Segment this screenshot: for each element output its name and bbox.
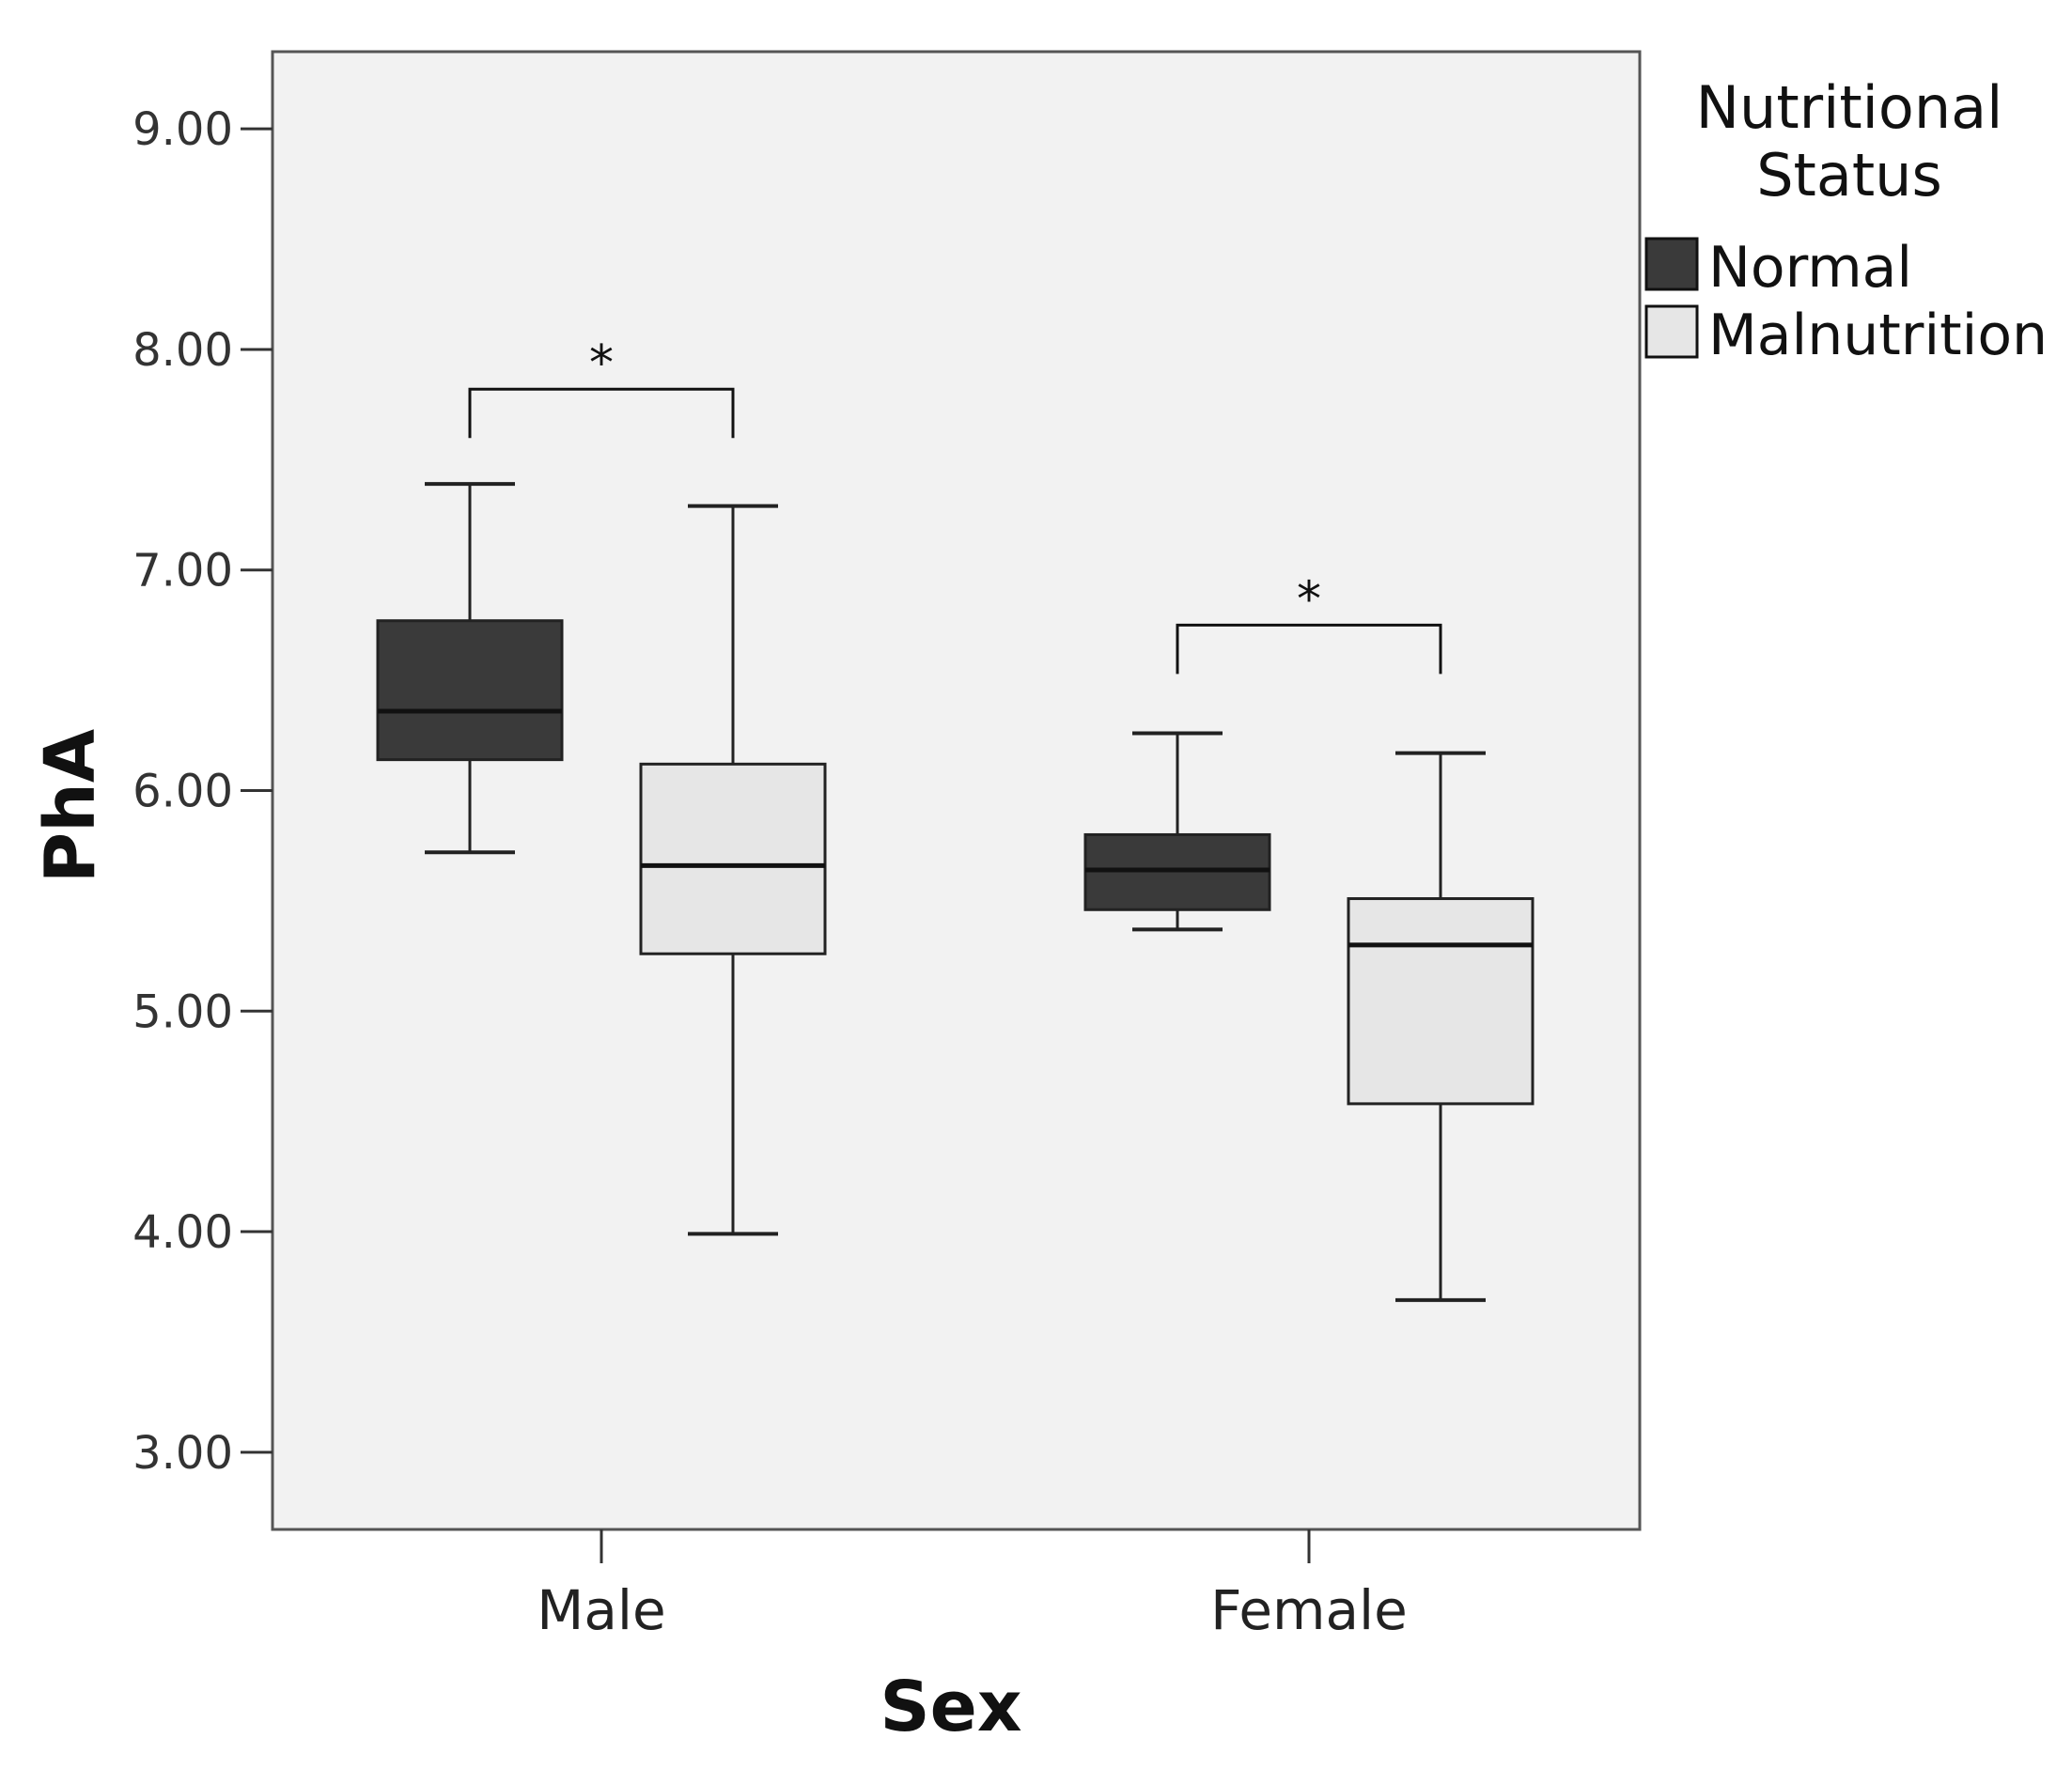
box-iqr [376,619,564,762]
box-series [376,482,1535,1302]
significance-star: * [1297,571,1321,628]
y-axis-title: PhA [30,729,111,883]
legend-swatch-normal [1644,237,1699,291]
plot-area [271,50,1642,1531]
x-tick-label: Female [1210,1578,1408,1642]
y-tick-label: 8.00 [132,324,233,377]
box-iqr [1347,897,1535,1106]
significance-bracket [1176,623,1442,675]
legend-label-normal: Normal [1708,235,1912,301]
y-tick-label: 6.00 [132,766,233,818]
y-tick-label: 7.00 [132,545,233,597]
box-iqr [639,762,827,955]
significance-brackets: ** [468,335,1442,675]
legend-title-line-1: Nutritional [1696,73,2003,142]
y-tick-label: 9.00 [132,103,233,156]
y-tick-label: 4.00 [132,1206,233,1259]
box-malnutrition-female [1347,751,1535,1302]
box-normal-female [1083,731,1271,932]
box-malnutrition-male [639,504,827,1236]
significance-star: * [589,335,614,392]
significance-male: * [468,335,735,439]
legend-label-malnutrition: Malnutrition [1708,303,2048,368]
y-tick-label: 5.00 [132,985,233,1038]
y-tick-label: 3.00 [132,1427,233,1480]
y-axis: 3.00 4.00 5.00 6.00 7.00 8.00 9.00 [132,103,273,1480]
box-normal-male [376,482,564,855]
legend-title-line-2: Status [1756,141,1942,209]
legend-swatch-malnutrition [1644,304,1699,359]
x-axis: Male Female [537,1529,1408,1642]
x-tick-label: Male [537,1578,665,1642]
significance-female: * [1176,571,1442,675]
x-axis-title: Sex [880,1667,1021,1747]
significance-bracket [468,387,735,439]
legend: Nutritional Status Normal Malnutrition [1644,73,2048,368]
